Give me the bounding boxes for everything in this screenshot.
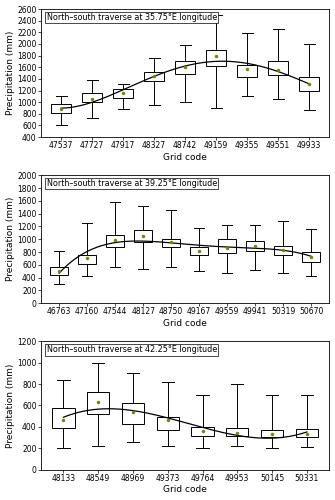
Bar	[50, 268, 68, 275]
Text: North–south traverse at 39.25°E longitude: North–south traverse at 39.25°E longitud…	[47, 179, 217, 188]
Bar	[261, 430, 283, 438]
Bar	[226, 428, 249, 436]
Y-axis label: Precipitation (mm): Precipitation (mm)	[6, 31, 14, 116]
Bar	[162, 238, 180, 247]
Bar	[296, 429, 318, 438]
Bar	[106, 236, 124, 247]
Bar	[299, 76, 319, 90]
Bar	[175, 61, 195, 74]
Bar	[134, 230, 152, 242]
Bar	[157, 417, 179, 430]
Bar	[113, 90, 133, 98]
Bar	[122, 404, 144, 423]
X-axis label: Grid code: Grid code	[163, 319, 207, 328]
Text: North–south traverse at 35.75°E longitude: North–south traverse at 35.75°E longitud…	[47, 13, 217, 22]
Bar	[274, 246, 292, 254]
Bar	[190, 247, 208, 254]
Bar	[52, 408, 75, 428]
X-axis label: Grid code: Grid code	[163, 486, 207, 494]
Bar	[237, 65, 257, 76]
Bar	[87, 392, 109, 414]
Bar	[82, 93, 102, 102]
Bar	[268, 62, 288, 76]
Bar	[78, 254, 96, 264]
Bar	[191, 427, 214, 436]
Bar	[246, 241, 264, 251]
Y-axis label: Precipitation (mm): Precipitation (mm)	[6, 364, 14, 448]
Y-axis label: Precipitation (mm): Precipitation (mm)	[6, 197, 14, 281]
Text: North–south traverse at 42.25°E longitude: North–south traverse at 42.25°E longitud…	[47, 346, 217, 354]
Bar	[218, 238, 236, 254]
Bar	[51, 104, 71, 112]
Bar	[302, 252, 320, 262]
Bar	[206, 50, 226, 66]
Bar	[144, 72, 164, 81]
X-axis label: Grid code: Grid code	[163, 153, 207, 162]
